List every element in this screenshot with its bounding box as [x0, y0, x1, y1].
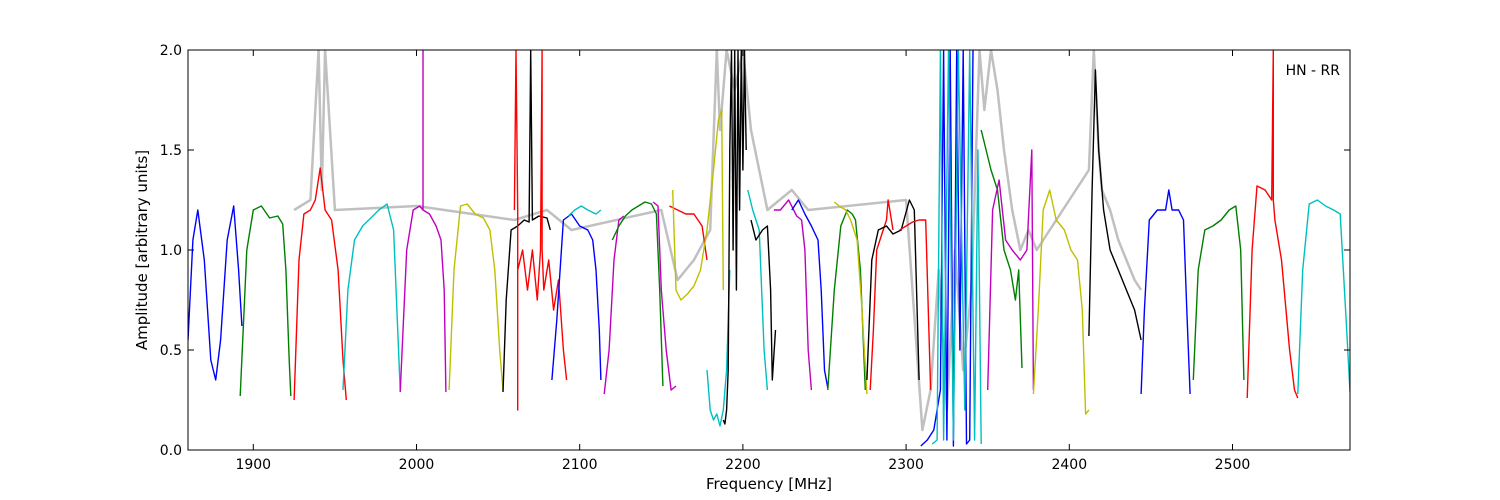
series-line-21	[791, 199, 829, 389]
background-trace	[293, 50, 1143, 432]
x-axis-label: Frequency [MHz]	[706, 475, 832, 493]
y-tick-label: 1.5	[160, 143, 182, 159]
series-line-3	[293, 167, 347, 401]
y-axis-label: Amplitude [arbitrary units]	[133, 150, 151, 350]
series-line-34	[1192, 205, 1245, 381]
y-tick-label: 0.0	[160, 443, 182, 459]
y-tick-label: 0.5	[160, 343, 182, 359]
axis-ticks: 1900 2000 2100 2200 2300 2400 2500 0.0 0.5 1.0 1.5…	[160, 43, 1350, 473]
series-line-30	[987, 149, 1035, 391]
series-line-26	[899, 219, 932, 391]
series-line-14	[669, 205, 708, 261]
plot-traces	[188, 50, 1350, 447]
series-line-22	[827, 209, 866, 391]
x-tick-label: 2500	[1215, 457, 1251, 473]
series-line-1	[188, 205, 243, 381]
x-tick-label: 2300	[888, 457, 924, 473]
series-line-15	[672, 109, 724, 301]
series-line-23	[833, 201, 868, 395]
series-line-16	[706, 269, 731, 427]
x-tick-label: 1900	[235, 457, 271, 473]
series-line-10	[567, 205, 602, 217]
series-line-27	[920, 50, 974, 447]
series-line-24	[869, 199, 894, 391]
series-line-36	[1297, 199, 1350, 395]
series-line-6	[448, 203, 504, 391]
series-line-11	[603, 215, 625, 395]
x-tick-label: 2100	[562, 457, 598, 473]
series-line-4	[342, 203, 401, 391]
series-line-5	[399, 50, 447, 393]
series-line-31	[1032, 189, 1090, 415]
series-line-2	[239, 205, 292, 397]
series-line-18	[747, 189, 769, 391]
series-line-8	[513, 50, 568, 411]
series-line-19	[750, 219, 777, 381]
series-line-33	[1140, 189, 1191, 395]
series-line-20	[773, 199, 813, 391]
series-line-9	[551, 213, 602, 381]
y-tick-label: 2.0	[160, 43, 182, 59]
series-line-25	[866, 199, 920, 381]
series-line-29	[980, 129, 1023, 369]
series-line-35	[1246, 50, 1299, 399]
series-line-17	[722, 50, 747, 425]
series-line-32	[1088, 69, 1142, 341]
x-tick-label: 2000	[399, 457, 435, 473]
series-line-12	[611, 201, 664, 387]
y-tick-label: 1.0	[160, 243, 182, 259]
plot-annotation: HN - RR	[1286, 63, 1341, 79]
x-tick-label: 2200	[725, 457, 761, 473]
series-line-13	[652, 201, 677, 391]
series-line-28	[931, 50, 982, 445]
x-tick-label: 2400	[1051, 457, 1087, 473]
